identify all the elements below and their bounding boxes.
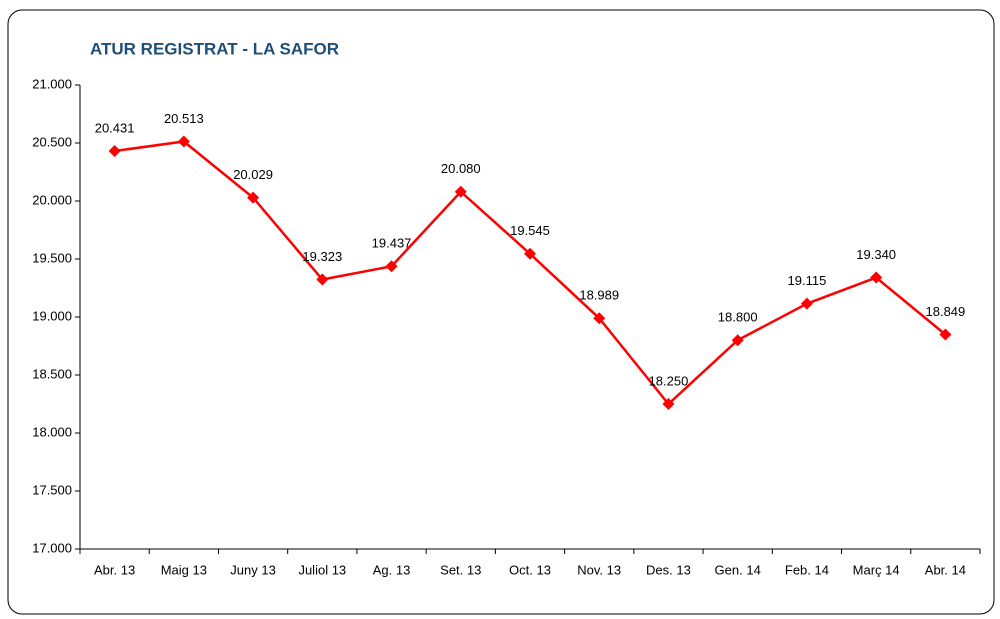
y-tick-label: 18.500 xyxy=(32,366,72,381)
data-point xyxy=(593,312,606,325)
data-point xyxy=(385,260,398,273)
data-label: 20.080 xyxy=(441,161,481,176)
data-point xyxy=(870,271,883,284)
data-label: 20.513 xyxy=(164,111,204,126)
x-tick-label: Oct. 13 xyxy=(509,562,551,577)
x-tick-label: Des. 13 xyxy=(646,562,691,577)
x-tick-label: Set. 13 xyxy=(440,562,481,577)
y-tick-label: 17.000 xyxy=(32,540,72,555)
data-label: 18.849 xyxy=(926,304,966,319)
x-tick-label: Juny 13 xyxy=(230,562,276,577)
x-tick-label: Gen. 14 xyxy=(715,562,761,577)
data-label: 20.431 xyxy=(95,120,135,135)
data-point xyxy=(316,273,329,286)
data-label: 19.545 xyxy=(510,223,550,238)
data-label: 18.800 xyxy=(718,310,758,325)
data-point xyxy=(939,328,952,341)
data-label: 19.437 xyxy=(372,236,412,251)
chart-title: ATUR REGISTRAT - LA SAFOR xyxy=(90,39,339,58)
y-tick-label: 20.000 xyxy=(32,192,72,207)
data-point xyxy=(731,334,744,347)
data-label: 18.989 xyxy=(579,288,619,303)
y-tick-label: 17.500 xyxy=(32,482,72,497)
data-label: 19.323 xyxy=(302,249,342,264)
data-point xyxy=(524,247,536,260)
y-tick-label: 19.500 xyxy=(32,250,72,265)
x-tick-label: Nov. 13 xyxy=(577,562,621,577)
x-tick-label: Juliol 13 xyxy=(298,562,346,577)
data-label: 18.250 xyxy=(649,373,689,388)
x-tick-label: Feb. 14 xyxy=(785,562,829,577)
data-point xyxy=(454,185,467,198)
data-point xyxy=(108,145,121,158)
y-tick-label: 20.500 xyxy=(32,134,72,149)
x-tick-label: Ag. 13 xyxy=(373,562,411,577)
chart-border xyxy=(7,9,995,615)
data-point xyxy=(662,398,675,410)
data-point xyxy=(247,191,260,204)
y-tick-label: 18.000 xyxy=(32,424,72,439)
y-tick-label: 19.000 xyxy=(32,308,72,323)
x-tick-label: Abr. 13 xyxy=(94,562,135,577)
x-tick-label: Maig 13 xyxy=(161,562,207,577)
y-tick-label: 21.000 xyxy=(32,76,72,91)
data-label: 19.340 xyxy=(856,247,896,262)
data-point xyxy=(177,135,190,148)
data-label: 19.115 xyxy=(788,273,827,288)
x-tick-label: Abr. 14 xyxy=(925,562,966,577)
data-label: 20.029 xyxy=(233,167,273,182)
data-point xyxy=(800,297,813,310)
x-tick-label: Març 14 xyxy=(853,562,900,577)
